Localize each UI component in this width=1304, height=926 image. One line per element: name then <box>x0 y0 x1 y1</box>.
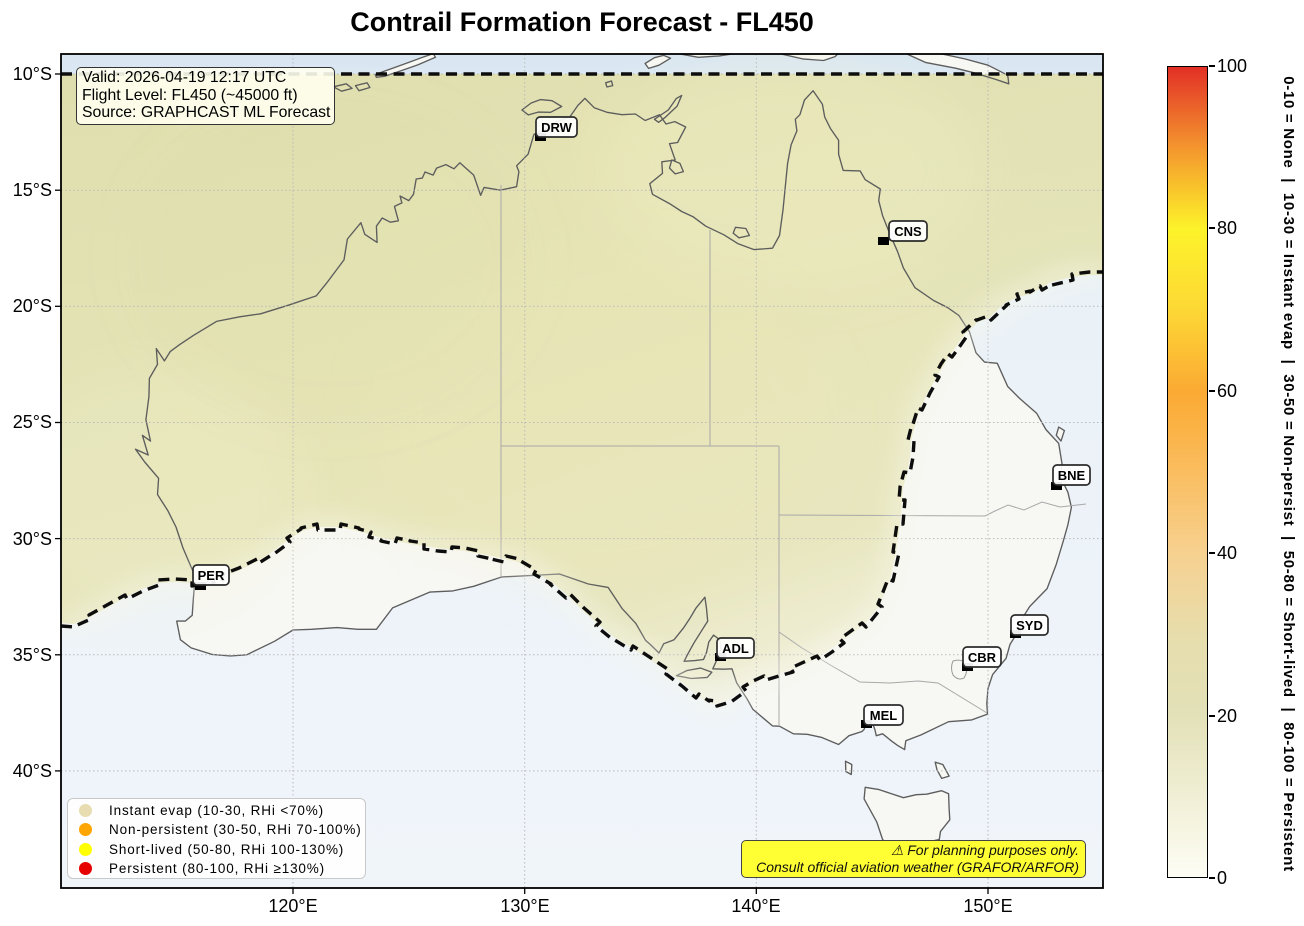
svg-text:BNE: BNE <box>1058 468 1086 483</box>
svg-text:SYD: SYD <box>1016 618 1043 633</box>
svg-text:DRW: DRW <box>541 120 573 135</box>
svg-text:CNS: CNS <box>894 224 922 239</box>
svg-text:PER: PER <box>198 568 225 583</box>
svg-text:ADL: ADL <box>722 641 749 656</box>
svg-text:CBR: CBR <box>968 650 997 665</box>
svg-text:MEL: MEL <box>870 708 898 723</box>
